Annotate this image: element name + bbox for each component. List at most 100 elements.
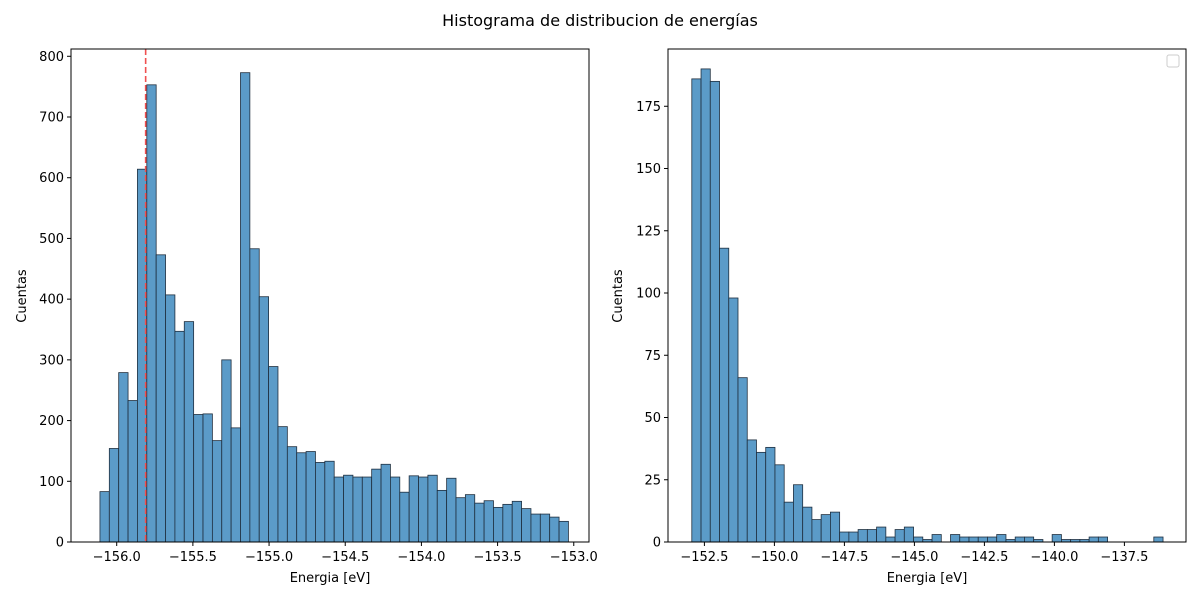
left-histogram-bar	[221, 359, 232, 543]
right-x-tick-label: −150.0	[750, 550, 798, 565]
left-y-tick-label: 0	[56, 536, 64, 551]
left-x-tick-label: −154.5	[321, 550, 369, 565]
right-x-ticks: −152.5 −150.0 −147.5 −145.0 −142.5 −140.0 −137…	[680, 542, 1148, 565]
left-histogram-bar	[277, 426, 288, 543]
right-histogram-bar	[700, 68, 711, 543]
right-histogram-bar	[774, 464, 785, 543]
left-histogram-bar	[483, 500, 494, 543]
left-y-tick-label: 700	[39, 111, 64, 126]
left-histogram-bar	[399, 491, 410, 543]
left-histogram-bar	[146, 84, 157, 543]
right-histogram-bar	[913, 536, 924, 543]
right-histogram-bar	[996, 534, 1007, 543]
left-histogram-bar	[436, 489, 448, 543]
right-x-tick-label: −145.0	[890, 550, 938, 565]
left-histogram-bar	[530, 513, 541, 543]
right-histogram-bar	[709, 80, 720, 543]
right-y-tick-label: 0	[653, 536, 661, 551]
left-y-ticks: 0 100 200 300 400 500 600 700 800	[39, 50, 71, 551]
right-histogram-bar	[728, 297, 739, 543]
left-histogram-bar	[371, 468, 382, 543]
left-histogram-bar	[286, 446, 298, 543]
left-histogram-bar	[174, 330, 185, 543]
left-histogram-bar	[99, 491, 110, 543]
right-histogram-bar	[950, 534, 961, 543]
left-histogram-bar	[390, 476, 401, 543]
right-histogram-bar	[866, 529, 877, 543]
left-histogram-bar	[343, 474, 354, 543]
right-y-tick-label: 75	[644, 349, 661, 364]
left-histogram-bar	[333, 476, 344, 543]
right-histogram-bar	[691, 78, 702, 543]
right-histogram-bar	[737, 377, 748, 543]
right-histogram-bar	[1097, 536, 1108, 543]
left-histogram-bar	[455, 497, 466, 543]
right-histogram-bar	[1014, 536, 1025, 543]
right-histogram-bar	[746, 439, 757, 543]
left-y-tick-label: 600	[39, 171, 64, 186]
left-histogram-bar	[446, 477, 457, 543]
right-x-tick-label: −142.5	[960, 550, 1008, 565]
left-x-tick-label: −153.0	[550, 550, 598, 565]
right-histogram-bar	[820, 514, 831, 543]
left-histogram-bar	[305, 451, 316, 543]
left-y-tick-label: 300	[39, 353, 64, 368]
right-histogram-bar	[802, 506, 813, 543]
right-histogram-bar	[876, 526, 887, 543]
left-histogram-bar	[108, 448, 120, 543]
left-y-tick-label: 500	[39, 232, 64, 247]
left-histogram-bar	[558, 520, 569, 543]
left-histogram-bar	[418, 476, 429, 543]
left-histogram-bar	[511, 500, 522, 543]
figure-title: Histograma de distribucion de energías	[442, 11, 758, 30]
right-histogram-bar	[765, 446, 776, 543]
right-x-tick-label: −137.5	[1100, 550, 1148, 565]
left-histogram-bar	[493, 506, 504, 543]
right-x-tick-label: −140.0	[1030, 550, 1078, 565]
right-histogram-bar	[719, 247, 730, 543]
left-axes-border	[70, 48, 590, 543]
left-histogram-bar	[549, 516, 560, 543]
right-x-axis-label: Energia [eV]	[887, 571, 968, 586]
right-legend-box	[1166, 54, 1180, 68]
right-y-ticks: 0 25 50 75 100 125 150 175	[636, 100, 668, 551]
right-histogram-bar	[903, 526, 914, 543]
left-histogram-bar	[183, 321, 195, 543]
left-x-tick-label: −155.5	[169, 550, 217, 565]
right-histogram-bar	[987, 536, 998, 543]
right-x-tick-label: −152.5	[680, 550, 728, 565]
right-y-tick-label: 100	[636, 287, 661, 302]
left-x-tick-label: −153.5	[474, 550, 522, 565]
left-x-tick-label: −156.0	[93, 550, 141, 565]
left-histogram-bar	[249, 248, 260, 543]
left-histogram-bar	[408, 475, 419, 543]
right-x-tick-label: −147.5	[820, 550, 868, 565]
right-histogram-bar	[830, 511, 841, 543]
right-y-axis-label: Cuentas	[611, 269, 626, 323]
right-axes-border	[667, 48, 1187, 543]
left-histogram-bar	[474, 502, 485, 543]
right-histogram-bar	[848, 531, 859, 543]
left-y-tick-label: 100	[39, 475, 64, 490]
right-histogram-bar	[756, 451, 767, 543]
left-x-tick-label: −155.0	[245, 550, 293, 565]
right-histogram-bar	[783, 501, 794, 543]
left-histogram-bar	[118, 372, 129, 543]
left-x-tick-label: −154.0	[397, 550, 445, 565]
left-histogram-bar	[127, 400, 138, 543]
right-histogram-bar	[839, 531, 850, 543]
right-histogram-bar	[793, 484, 804, 543]
right-histogram-bar	[1153, 536, 1164, 543]
right-y-tick-label: 125	[636, 224, 661, 239]
left-histogram-bar	[361, 476, 373, 543]
left-histogram-bar	[211, 440, 223, 543]
left-histogram-bar	[427, 474, 438, 543]
right-histogram-bar	[1051, 534, 1062, 543]
right-y-tick-label: 175	[636, 100, 661, 115]
left-histogram-bar	[202, 413, 213, 543]
right-histogram-bar	[1088, 536, 1099, 543]
right-histogram-bar	[885, 536, 896, 543]
left-y-tick-label: 200	[39, 414, 64, 429]
